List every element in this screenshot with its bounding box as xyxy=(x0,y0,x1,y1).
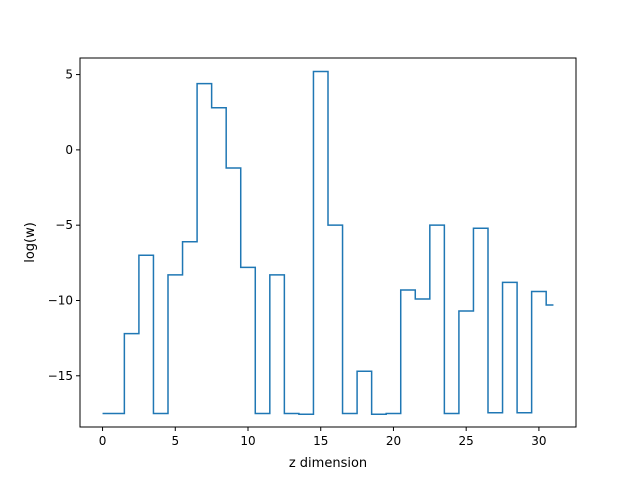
y-tick-label: −15 xyxy=(48,369,73,383)
y-tick-label: −10 xyxy=(48,293,73,307)
series-line xyxy=(102,70,554,415)
x-tick-label: 25 xyxy=(459,434,474,448)
x-tick-label: 15 xyxy=(313,434,328,448)
plot-area xyxy=(102,70,554,415)
y-tick-label: −5 xyxy=(55,218,73,232)
x-tick-label: 30 xyxy=(531,434,546,448)
x-tick-label: 0 xyxy=(99,434,107,448)
y-axis-label: log(w) xyxy=(23,222,38,263)
x-axis: 0 5 10 15 20 25 30 xyxy=(99,427,547,448)
y-tick-label: 0 xyxy=(65,143,73,157)
x-axis-label: z dimension xyxy=(289,456,367,471)
axes-frame xyxy=(79,57,577,428)
x-tick-label: 10 xyxy=(240,434,255,448)
y-tick-label: 5 xyxy=(65,68,73,82)
x-tick-label: 20 xyxy=(386,434,401,448)
x-tick-label: 5 xyxy=(171,434,179,448)
y-axis: −15 −10 −5 0 5 xyxy=(48,68,80,383)
